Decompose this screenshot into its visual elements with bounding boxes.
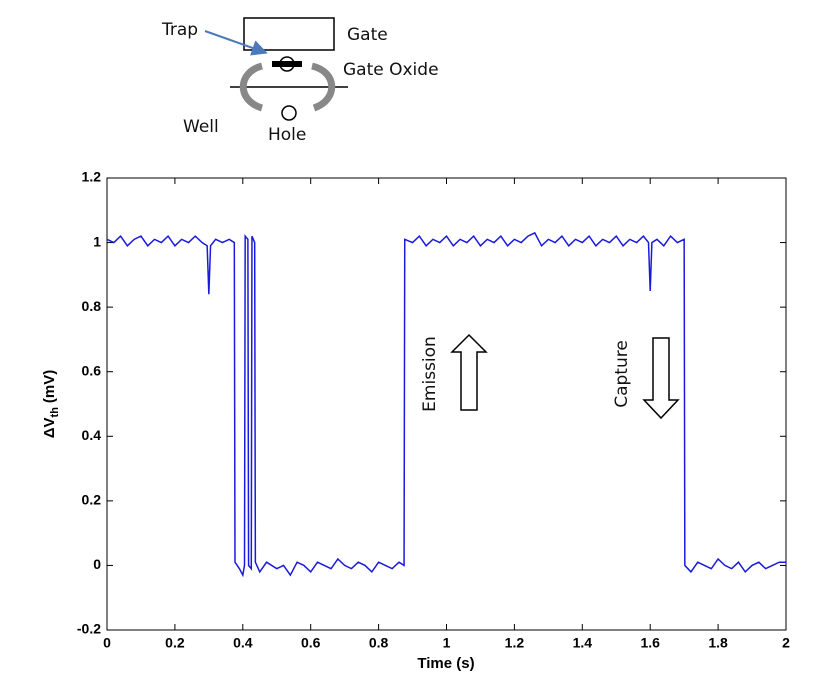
signal-line: [106, 231, 786, 578]
y-tick-label: 1.2: [82, 169, 102, 185]
emission-label: Emission: [420, 336, 440, 412]
y-tick-label: -0.2: [77, 621, 101, 637]
x-tick-label: 0.6: [301, 635, 321, 651]
x-tick-label: 1: [443, 635, 451, 651]
y-label-unit: (mV): [41, 370, 58, 403]
hole-label: Hole: [268, 125, 306, 145]
x-tick-label: 1.8: [708, 635, 728, 651]
emission-arrow: [450, 333, 488, 411]
y-label-main: ΔV: [41, 417, 58, 438]
trap-label: Trap: [161, 20, 198, 40]
x-tick-label: 0: [103, 635, 111, 651]
trap-hole: [279, 56, 295, 72]
y-tick-label: 0.6: [82, 362, 102, 378]
x-tick-label: 0.4: [233, 635, 253, 651]
well-label: Well: [183, 117, 219, 137]
y-tick-label: 0: [93, 556, 101, 572]
hole-circle: [281, 105, 297, 121]
x-tick-label: 1.4: [573, 635, 593, 651]
gate-label: Gate: [347, 25, 388, 45]
capture-loop: [239, 62, 264, 112]
x-axis-label: Time (s): [417, 655, 474, 672]
y-tick-label: 0.4: [82, 427, 102, 443]
capture-label: Capture: [612, 340, 632, 408]
y-tick-label: 0.8: [82, 298, 102, 314]
x-tick-label: 2: [782, 635, 790, 651]
trap-pointer: [204, 30, 268, 56]
oxide-label: Gate Oxide: [343, 60, 439, 80]
y-tick-label: 1: [93, 233, 101, 249]
y-tick-label: 0.2: [82, 492, 102, 508]
x-tick-label: 1.2: [505, 635, 525, 651]
y-label-sub: th: [49, 407, 61, 418]
gate-box: [243, 17, 335, 51]
capture-arrow: [642, 337, 680, 420]
x-tick-label: 1.6: [640, 635, 660, 651]
emission-loop: [310, 62, 336, 112]
trap-bar: [272, 61, 302, 67]
y-axis-label: ΔVth (mV): [41, 370, 61, 439]
x-tick-label: 0.2: [165, 635, 185, 651]
x-tick-label: 0.8: [369, 635, 389, 651]
device-diagram: Trap Gate Gate Oxide Well Hole: [161, 17, 439, 145]
